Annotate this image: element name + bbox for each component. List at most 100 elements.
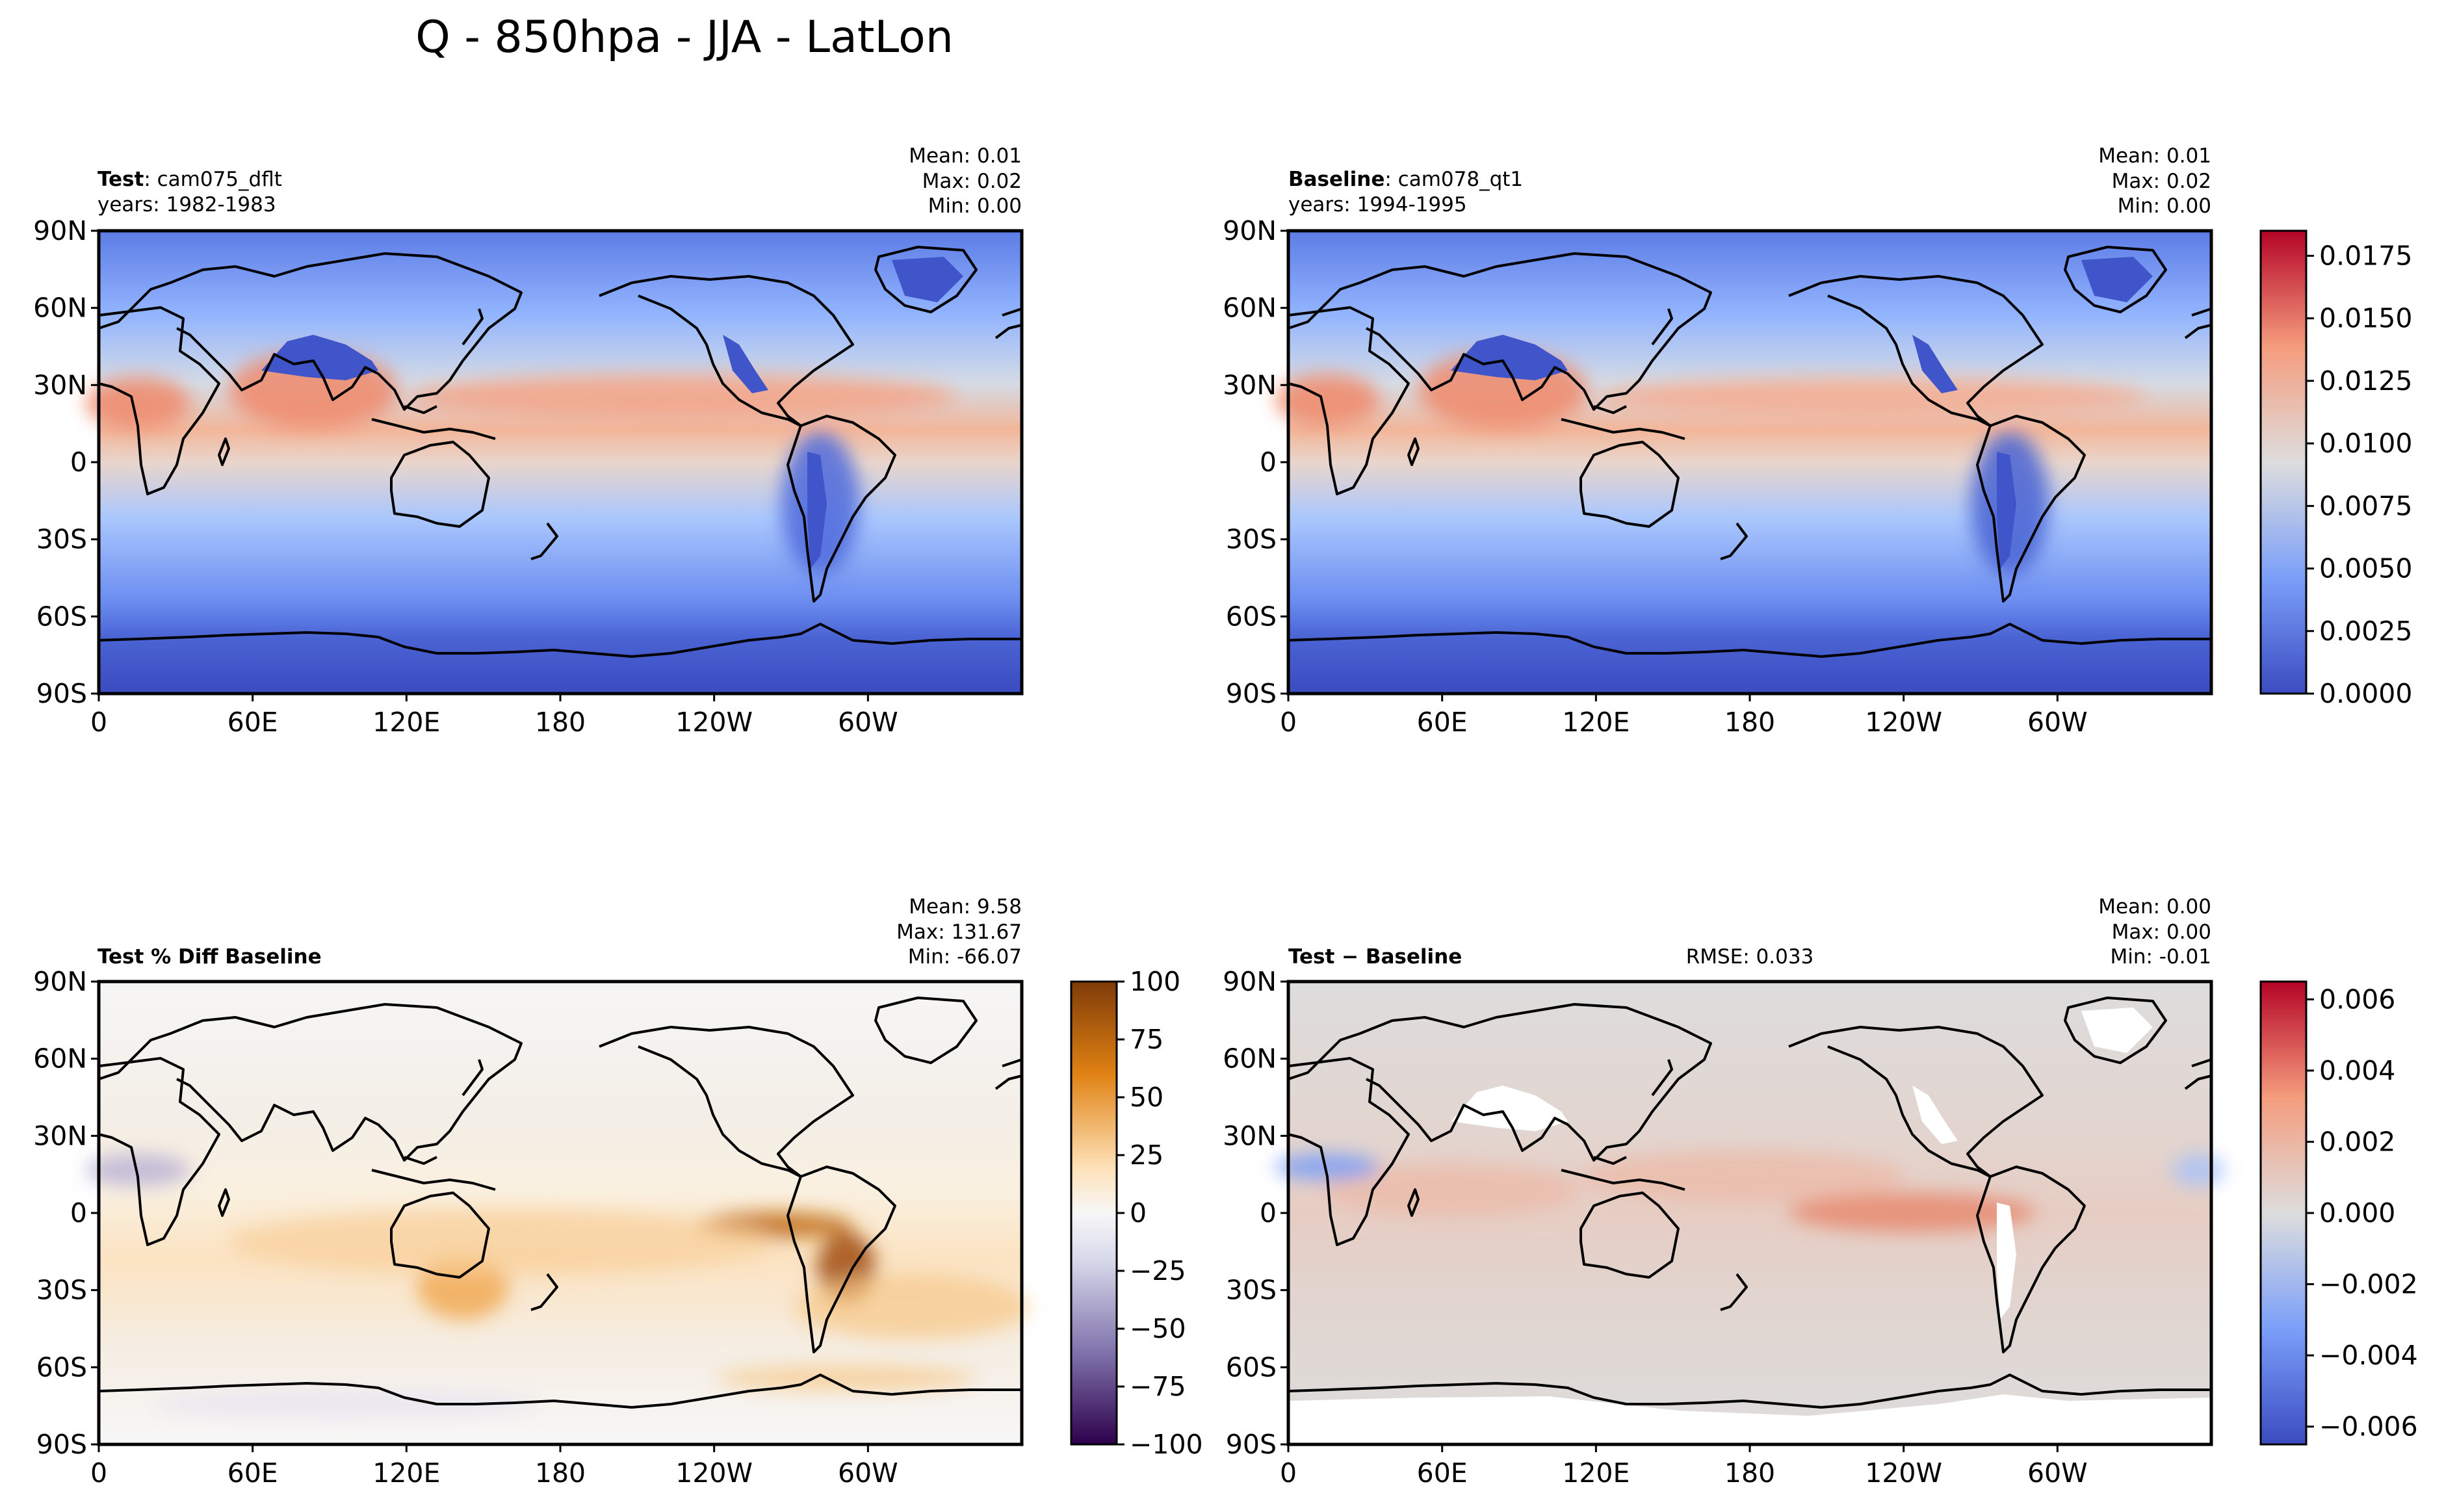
missing-data-mask [1288,1008,2211,1444]
colorbar-tick-label: 0.0050 [2319,553,2412,584]
panel-baseline-max: Max: 0.02 [2112,170,2211,193]
panel-diff-label: Test − Baseline [1288,945,1462,969]
lat-tick-label: 90S [1226,1429,1277,1460]
panel-baseline-min: Min: 0.00 [2118,194,2211,218]
lon-tick-label: 60E [228,1457,278,1489]
colorbar-tick-label: −25 [1130,1255,1186,1286]
colorbar-tick-label: 0.0075 [2319,490,2412,521]
lat-tick-label: 90N [33,215,87,246]
panel-pctdiff-min: Min: -66.07 [908,945,1022,969]
lon-tick-label: 0 [1280,1457,1297,1489]
lon-tick-label: 120E [372,707,440,738]
panel-baseline-years: years: 1994-1995 [1288,193,1467,216]
panel-baseline-mean: Mean: 0.01 [2098,144,2211,168]
lon-tick-label: 180 [1724,707,1775,738]
lat-tick-label: 90N [33,966,87,997]
lat-tick-label: 30N [1223,369,1277,400]
map-pctdiff [86,980,1028,1446]
panel-baseline: Baseline: cam078_qt1 years: 1994-1995 Me… [1223,144,2213,738]
lat-tick-label: 60S [36,1351,87,1383]
colorbar-tick-label: 0.0025 [2319,616,2412,647]
panel-diff-rmse: RMSE: 0.033 [1686,945,1814,969]
lat-tick-label: 30N [33,369,87,400]
colorbar-tick-label: −0.002 [2319,1269,2418,1300]
panel-pctdiff: Test % Diff Baseline Mean: 9.58 Max: 131… [33,895,1028,1489]
colorbar-tick-label: 0.0000 [2319,678,2412,709]
high-terrain-mask [1451,257,2153,569]
lon-tick-label: 0 [1280,707,1297,738]
lon-tick-label: 60W [2027,707,2088,738]
panel-test-min: Min: 0.00 [928,194,1022,218]
colorbar-tick-label: −100 [1130,1429,1203,1460]
colorbar-ramp [2261,231,2306,694]
panel-pctdiff-mean: Mean: 9.58 [909,895,1022,919]
lon-tick-label: 60E [1417,1457,1468,1489]
lat-axis: 90N 60N 30N 0 30S 60S 90S [1223,215,1288,709]
colorbar-tick-label: 0.0100 [2319,428,2412,459]
lon-tick-label: 60W [838,707,898,738]
colorbar-tick-label: 0.002 [2319,1126,2395,1157]
lat-tick-label: 30S [1226,1275,1277,1306]
colorbar-tick-label: −75 [1130,1371,1186,1402]
lat-tick-label: 60N [1223,1043,1277,1075]
lat-tick-label: 60S [36,601,87,632]
colorbar-top: 0.0000 0.0025 0.0050 0.0075 0.0100 0.0125 0.01… [2259,229,2412,709]
lon-axis: 0 60E 120E 180 120W 60W [90,694,898,738]
colorbar-tick-label: 75 [1130,1024,1164,1055]
lon-tick-label: 120E [1562,1457,1630,1489]
colorbar-tick-label: 50 [1130,1082,1164,1113]
panel-baseline-label-rest: : cam078_qt1 [1384,168,1523,191]
lon-tick-label: 120E [1562,707,1630,738]
panel-test-label: Test: cam075_dflt [98,168,282,191]
map-baseline [1275,229,2213,696]
lon-tick-label: 120W [1865,707,1942,738]
colorbar-tick-label: 0.000 [2319,1197,2395,1229]
colorbar-tick-label: 0.0150 [2319,303,2412,334]
colorbar-tick-label: 100 [1130,966,1180,997]
lat-tick-label: 30S [36,524,87,555]
lat-tick-label: 0 [70,447,87,478]
lat-tick-label: 60S [1226,1351,1277,1383]
high-terrain-mask [261,257,963,569]
lon-tick-label: 0 [90,707,107,738]
map-diff [1275,980,2224,1446]
lat-tick-label: 0 [1260,1197,1277,1229]
lon-tick-label: 60W [2027,1457,2088,1489]
figure-title: Q - 850hpa - JJA - LatLon [415,12,954,63]
lat-tick-label: 90N [1223,215,1277,246]
lat-tick-label: 60N [33,293,87,324]
lat-tick-label: 60N [33,1043,87,1075]
lat-tick-label: 60S [1226,601,1277,632]
panel-pctdiff-label: Test % Diff Baseline [98,945,322,969]
panel-test-mean: Mean: 0.01 [909,144,1022,168]
panel-baseline-label: Baseline: cam078_qt1 [1288,168,1523,191]
panel-diff-max: Max: 0.00 [2112,920,2211,944]
map-test [86,229,1024,696]
lat-tick-label: 30N [33,1120,87,1151]
colorbar-tick-label: 0.0175 [2319,240,2412,271]
colorbar-tick-label: 0.006 [2319,984,2395,1015]
lat-tick-label: 90S [36,1429,87,1460]
colorbar-tick-label: 0 [1130,1197,1147,1229]
lat-axis: 90N 60N 30N 0 30S 60S 90S [33,966,99,1460]
colorbar-tick-label: −0.004 [2319,1340,2418,1371]
colorbar-ramp [2261,982,2306,1444]
field-background [1288,231,2211,694]
panel-pctdiff-max: Max: 131.67 [896,920,1022,944]
colorbar-pctdiff: −100 −75 −50 −25 0 25 50 75 100 [1070,966,1203,1460]
lon-tick-label: 180 [1724,1457,1775,1489]
lat-tick-label: 90N [1223,966,1277,997]
lon-axis: 0 60E 120E 180 120W 60W [1280,1444,2088,1489]
lat-tick-label: 30S [36,1275,87,1306]
lon-tick-label: 60W [838,1457,898,1489]
colorbar-tick-label: 0.004 [2319,1055,2395,1086]
colorbar-tick-label: −50 [1130,1313,1186,1344]
lat-axis: 90N 60N 30N 0 30S 60S 90S [1223,966,1288,1460]
lon-tick-label: 120E [372,1457,440,1489]
panel-baseline-label-bold: Baseline [1288,168,1384,191]
panel-diff-mean: Mean: 0.00 [2098,895,2211,919]
colorbar-tick-label: −0.006 [2319,1411,2418,1442]
colorbar-ramp [1071,982,1117,1444]
panel-test-label-rest: : cam075_dflt [144,168,282,191]
colorbar-frame [2259,229,2308,695]
